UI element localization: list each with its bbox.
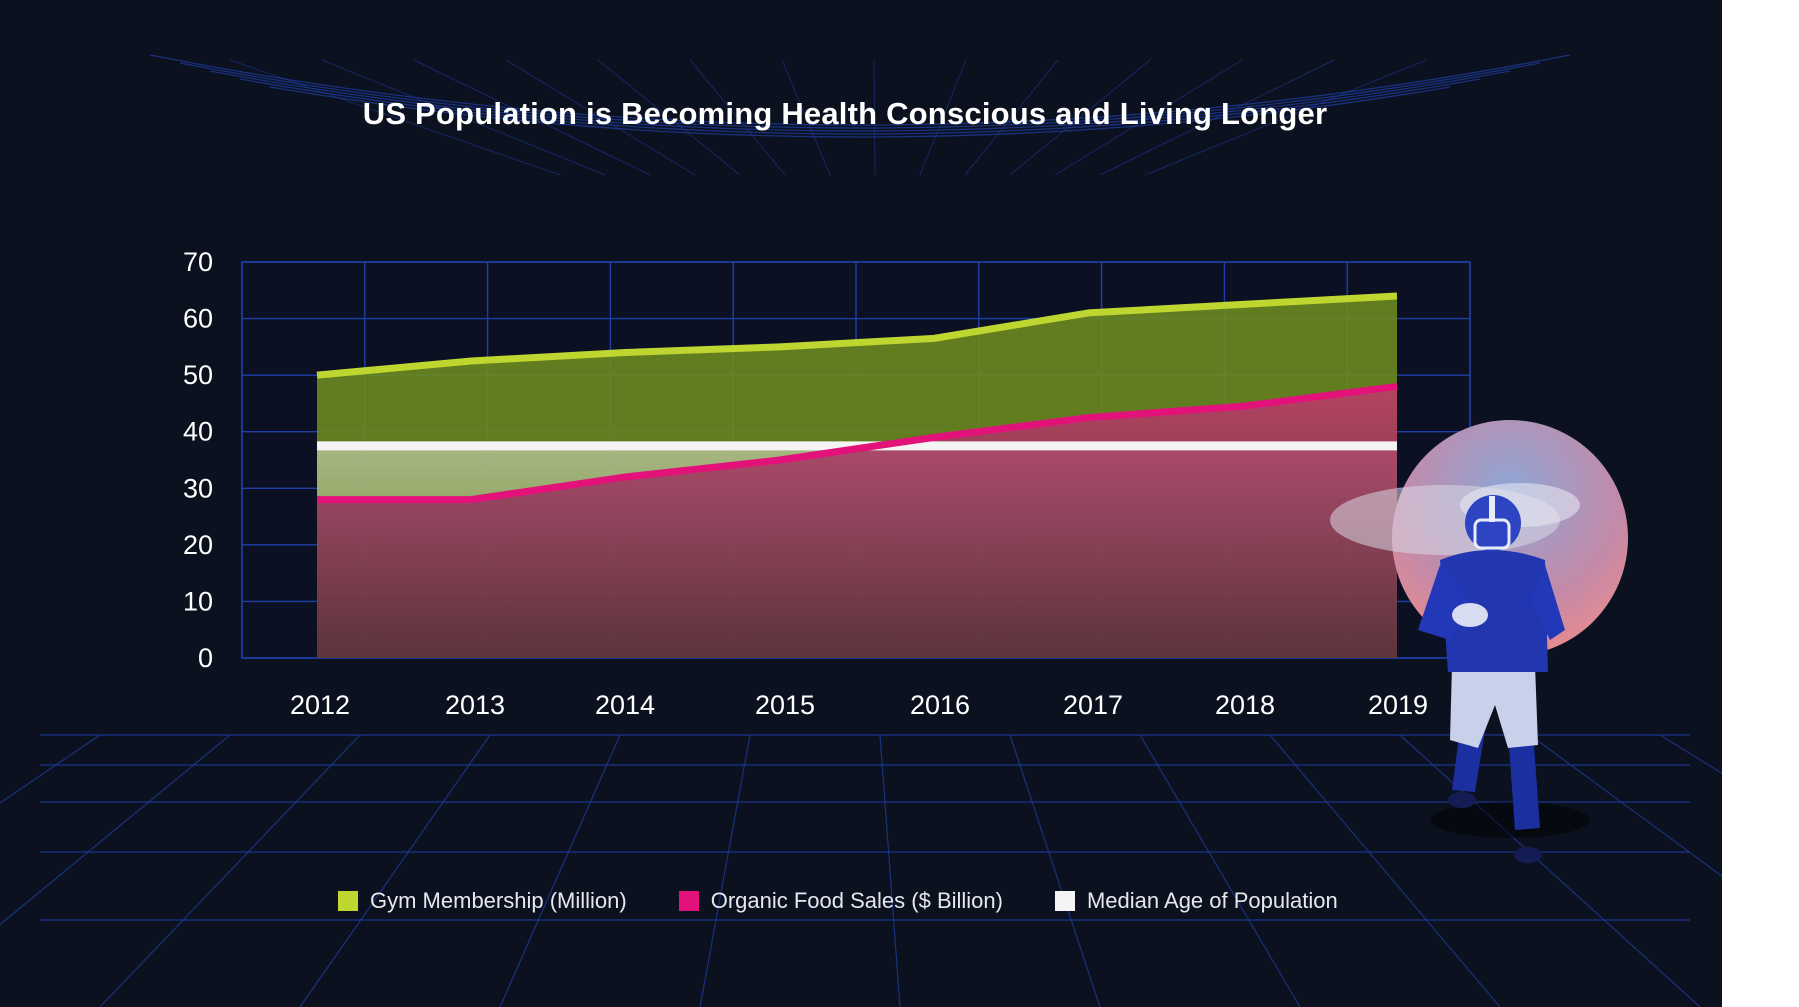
football-player-illustration	[1330, 420, 1628, 863]
x-tick-label: 2014	[595, 690, 655, 720]
legend-label-organic: Organic Food Sales ($ Billion)	[710, 888, 1003, 913]
line-organic-food-sales	[317, 382, 1398, 504]
football	[1452, 603, 1488, 627]
y-tick-label: 30	[183, 473, 213, 503]
legend-label-gym: Gym Membership (Million)	[370, 888, 627, 913]
area-organic-food-sales	[317, 386, 1397, 658]
chart-title: US Population is Becoming Health Conscio…	[362, 96, 1328, 131]
y-axis-ticks: 0 10 20 30 40 50 60 70	[183, 247, 213, 673]
decorative-perspective-grid-bottom	[0, 734, 1722, 1007]
chart-areas	[317, 295, 1397, 658]
x-tick-label: 2013	[445, 690, 505, 720]
player-pants	[1450, 665, 1538, 748]
legend-item-gym: Gym Membership (Million)	[338, 888, 627, 914]
x-tick-label: 2015	[755, 690, 815, 720]
y-tick-label: 20	[183, 530, 213, 560]
x-tick-label: 2018	[1215, 690, 1275, 720]
y-tick-label: 40	[183, 417, 213, 447]
y-tick-label: 0	[198, 643, 213, 673]
chart-canvas: 0 10 20 30 40 50 60 70 2012 2013 2014 2015 2016 2017…	[0, 0, 1722, 1007]
line-gym-membership	[316, 292, 1398, 379]
player-cleat	[1448, 792, 1476, 808]
y-tick-label: 60	[183, 304, 213, 334]
y-tick-label: 70	[183, 247, 213, 277]
legend-label-median: Median Age of Population	[1086, 888, 1338, 913]
legend-item-organic: Organic Food Sales ($ Billion)	[678, 888, 1003, 914]
y-tick-label: 50	[183, 360, 213, 390]
player-jersey	[1440, 550, 1548, 672]
player-arm-right	[1530, 565, 1565, 640]
player-shadow	[1430, 802, 1590, 838]
legend-swatch-median	[1054, 891, 1075, 911]
legend-swatch-gym	[338, 891, 358, 911]
player-helmet	[1465, 495, 1521, 551]
y-tick-label: 10	[183, 586, 213, 616]
x-tick-label: 2012	[290, 690, 350, 720]
decorative-perspective-grid-top	[149, 54, 1571, 176]
legend-swatch-organic	[678, 891, 699, 911]
x-tick-label: 2017	[1063, 690, 1123, 720]
player-cleat	[1514, 847, 1542, 863]
helmet-stripe	[1489, 496, 1495, 522]
x-tick-label: 2019	[1368, 690, 1428, 720]
legend-item-median: Median Age of Population	[1054, 888, 1338, 914]
chart-legend: Gym Membership (Million) Organic Food Sa…	[338, 888, 1390, 914]
chart-svg: 0 10 20 30 40 50 60 70 2012 2013 2014 2015 2016 2017…	[0, 54, 1722, 1007]
x-tick-label: 2016	[910, 690, 970, 720]
x-axis-ticks: 2012 2013 2014 2015 2016 2017 2018 2019	[290, 690, 1428, 720]
chart-lines	[316, 292, 1398, 504]
